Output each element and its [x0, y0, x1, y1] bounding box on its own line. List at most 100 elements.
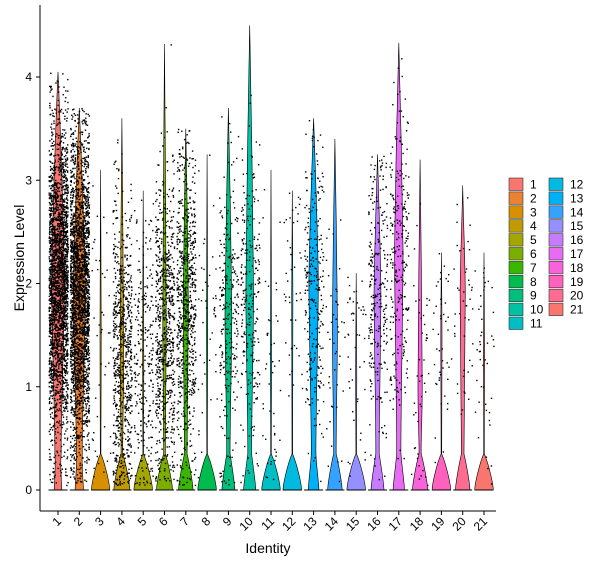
data-point: [88, 352, 91, 355]
data-point: [70, 270, 72, 272]
data-point: [82, 207, 85, 210]
data-point: [75, 227, 77, 229]
data-point: [88, 405, 91, 407]
data-point: [63, 348, 66, 350]
data-point: [60, 310, 63, 313]
data-point: [85, 368, 88, 371]
data-point: [77, 369, 79, 371]
data-point: [78, 167, 80, 170]
data-point: [63, 258, 65, 260]
data-point: [88, 292, 90, 294]
data-point: [76, 212, 78, 214]
data-point: [77, 147, 79, 149]
data-point: [79, 217, 82, 219]
data-point: [60, 445, 63, 448]
data-point: [59, 134, 61, 137]
data-point: [53, 268, 55, 270]
data-point: [79, 364, 81, 366]
data-point: [88, 133, 90, 135]
data-point: [74, 439, 76, 442]
data-point: [55, 282, 58, 284]
data-point: [59, 252, 61, 255]
data-point: [66, 230, 68, 233]
data-point: [56, 196, 58, 198]
data-point: [85, 213, 87, 215]
data-point: [86, 255, 88, 258]
data-point: [55, 347, 57, 350]
data-point: [69, 302, 72, 304]
data-point: [63, 219, 66, 221]
data-point: [71, 355, 74, 357]
data-point: [72, 146, 75, 148]
data-point: [85, 449, 88, 452]
data-point: [77, 434, 80, 437]
data-point: [74, 286, 77, 288]
data-point: [61, 133, 63, 135]
data-point: [64, 263, 66, 266]
data-point: [52, 425, 55, 427]
data-point: [88, 231, 90, 233]
data-point: [83, 225, 86, 227]
data-point: [50, 233, 53, 235]
data-point: [75, 343, 77, 345]
data-point: [62, 158, 64, 160]
data-point: [76, 434, 78, 436]
data-point: [64, 326, 67, 329]
data-point: [58, 289, 60, 292]
data-point: [66, 152, 68, 154]
data-point: [79, 325, 81, 327]
data-point: [73, 266, 75, 268]
data-point: [54, 313, 56, 315]
data-point: [80, 472, 82, 475]
data-point: [55, 323, 57, 325]
data-point: [82, 251, 85, 253]
data-point: [51, 189, 53, 192]
data-point: [71, 437, 74, 440]
data-point: [72, 144, 74, 147]
data-point: [82, 220, 84, 222]
data-point: [55, 329, 57, 332]
data-point: [83, 330, 86, 332]
data-point: [75, 137, 77, 139]
data-point: [76, 370, 78, 372]
data-point: [85, 232, 87, 234]
data-point: [51, 346, 53, 349]
data-point: [85, 388, 87, 391]
data-point: [63, 242, 65, 245]
data-point: [74, 278, 76, 280]
data-point: [75, 394, 77, 396]
data-point: [64, 221, 67, 223]
data-point: [84, 251, 86, 253]
data-point: [80, 266, 82, 269]
data-point: [50, 317, 52, 320]
data-point: [67, 286, 69, 288]
data-point: [56, 335, 59, 337]
data-point: [63, 284, 65, 286]
data-point: [57, 307, 59, 310]
data-point: [65, 287, 67, 289]
data-point: [48, 459, 51, 461]
data-point: [50, 152, 52, 155]
data-point: [52, 195, 55, 198]
data-point: [75, 231, 77, 233]
data-point: [87, 276, 89, 278]
data-point: [51, 239, 53, 241]
data-point: [78, 350, 80, 352]
data-point: [74, 450, 76, 452]
data-point: [54, 190, 56, 193]
data-point: [49, 220, 51, 222]
data-point: [76, 146, 78, 148]
data-point: [81, 434, 83, 436]
data-point: [51, 272, 53, 274]
data-point: [49, 260, 51, 262]
data-point: [52, 253, 54, 255]
data-point: [55, 251, 58, 253]
data-point: [54, 474, 56, 476]
data-point: [56, 133, 58, 135]
data-point: [66, 117, 68, 119]
data-point: [56, 241, 59, 244]
data-point: [55, 242, 58, 244]
data-point: [87, 315, 89, 317]
data-point: [57, 257, 59, 260]
data-point: [75, 348, 77, 350]
